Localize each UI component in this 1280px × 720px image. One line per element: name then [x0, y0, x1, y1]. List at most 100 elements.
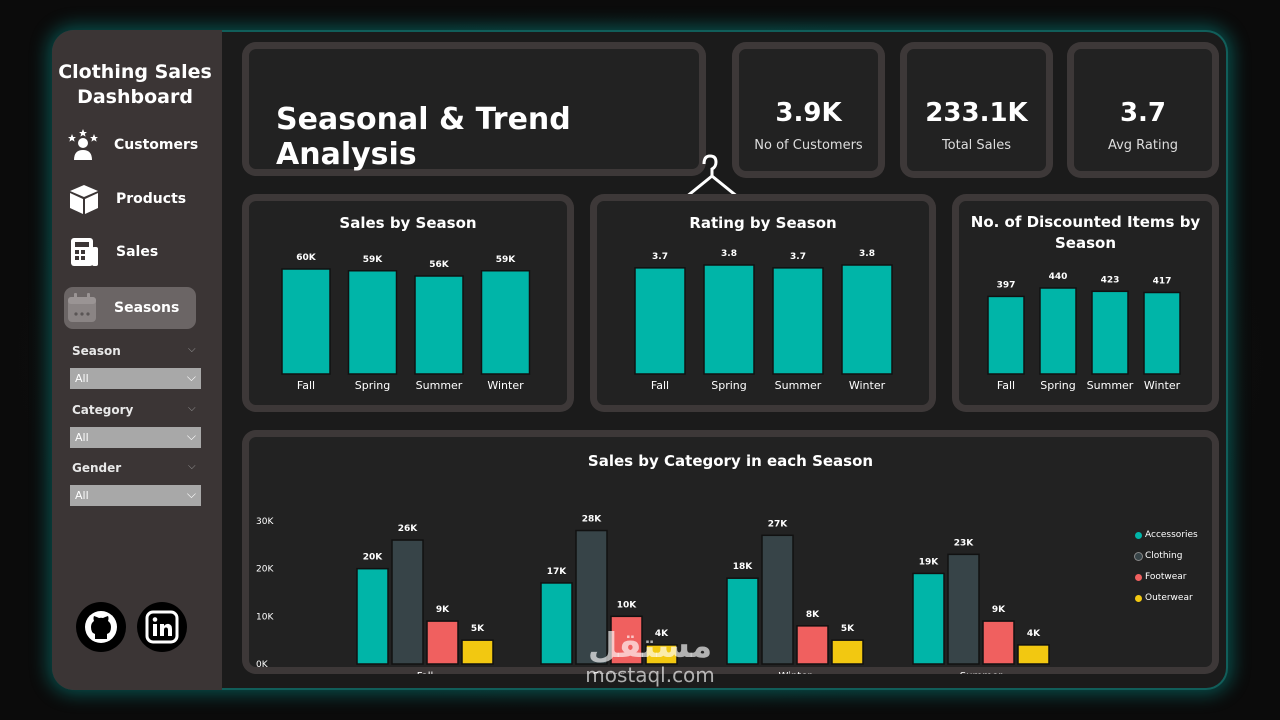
- bar: [947, 553, 980, 665]
- filter-label-season: Season: [72, 344, 121, 358]
- data-label: 3.7: [790, 252, 806, 262]
- chevron-down-icon[interactable]: ⌵: [188, 461, 196, 472]
- season-filter-value: All: [75, 372, 89, 385]
- y-tick-label: 20K: [256, 565, 274, 575]
- tick-label: Fall: [997, 379, 1015, 392]
- bar: [796, 625, 829, 665]
- chart-title: Sales by Category in each Season: [587, 452, 874, 470]
- y-tick-label: 30K: [256, 517, 274, 527]
- nav-label: Products: [116, 191, 187, 207]
- chevron-down-icon: ⌵: [186, 429, 196, 443]
- gender-filter-select[interactable]: All ⌵: [70, 485, 201, 506]
- data-label: 4K: [655, 629, 669, 639]
- legend-item-accessories[interactable]: Accessories: [1135, 530, 1198, 540]
- rating-by-season-chart: 3.7 Fall 3.8 Spring 3.7 Summer 3.8 Winter: [634, 249, 893, 392]
- github-icon: [85, 611, 117, 643]
- nav-label: Sales: [116, 244, 159, 260]
- bar: [347, 270, 398, 375]
- legend-dot: [1135, 531, 1142, 539]
- nav-label: Customers: [114, 137, 199, 153]
- sales-by-category-chart: 0K 10K 20K 30K 20K 26K 9K 5K Fall 17K 28K 10K 4K Spri…: [256, 515, 1050, 674]
- nav-item-seasons[interactable]: Seasons: [64, 287, 196, 329]
- chart-title: Rating by Season: [689, 214, 837, 232]
- rating-by-season-card: Rating by Season 3.7 Fall 3.8 Spring 3.7 Summ…: [590, 194, 936, 412]
- y-tick-label: 0K: [256, 660, 269, 670]
- kpi-card-total-sales: 233.1K Total Sales: [900, 42, 1053, 178]
- bar: [634, 267, 686, 375]
- kpi-label: Total Sales: [941, 138, 1012, 153]
- bar: [391, 539, 424, 665]
- legend-label: Accessories: [1145, 530, 1198, 540]
- bar: [912, 572, 945, 665]
- chevron-down-icon[interactable]: ⌵: [188, 403, 196, 414]
- bar: [703, 264, 755, 375]
- linkedin-link[interactable]: [137, 602, 187, 652]
- legend-dot: [1135, 552, 1142, 560]
- kpi-card-customers: 3.9K No of Customers: [732, 42, 885, 178]
- data-label: 56K: [429, 260, 450, 270]
- data-label: 23K: [954, 538, 975, 548]
- bar: [1143, 291, 1181, 375]
- watermark-arabic: مستقل: [587, 626, 713, 666]
- bar: [426, 620, 459, 665]
- legend-label: Outerwear: [1145, 593, 1193, 603]
- data-label: 397: [997, 280, 1016, 290]
- data-label: 59K: [363, 255, 384, 265]
- linkedin-icon: [145, 610, 179, 644]
- kpi-label: Avg Rating: [1107, 138, 1179, 153]
- page-title: Seasonal & Trend Analysis: [276, 102, 571, 172]
- watermark-latin: mostaql.com: [585, 663, 715, 687]
- data-label: 3.8: [721, 249, 737, 259]
- tick-label: Spring: [711, 379, 747, 392]
- season-filter-select[interactable]: All ⌵: [70, 368, 201, 389]
- tick-label: Winter: [849, 379, 886, 392]
- legend-item-clothing[interactable]: Clothing: [1135, 551, 1182, 561]
- x-tick-label: Fall: [417, 671, 434, 674]
- bar: [540, 582, 573, 665]
- gender-filter-value: All: [75, 489, 89, 502]
- chevron-down-icon[interactable]: ⌵: [188, 344, 196, 355]
- tick-label: Fall: [651, 379, 669, 392]
- category-filter-select[interactable]: All ⌵: [70, 427, 201, 448]
- github-link[interactable]: [76, 602, 126, 652]
- legend-item-footwear[interactable]: Footwear: [1135, 572, 1187, 582]
- tick-label: Summer: [1087, 379, 1134, 392]
- nav-item-products[interactable]: Products: [66, 178, 196, 220]
- bar: [831, 639, 864, 665]
- nav-item-sales[interactable]: Sales: [66, 231, 196, 273]
- bar: [761, 534, 794, 665]
- data-label: 9K: [992, 605, 1006, 615]
- data-label: 19K: [919, 557, 940, 567]
- chart-title: Sales by Season: [339, 214, 477, 232]
- data-label: 10K: [617, 600, 638, 610]
- bar: [772, 267, 824, 375]
- bar: [645, 644, 678, 665]
- legend-item-outerwear[interactable]: Outerwear: [1135, 593, 1193, 603]
- bar: [461, 639, 494, 665]
- chevron-down-icon: ⌵: [186, 370, 196, 384]
- tick-label: Summer: [775, 379, 822, 392]
- data-label: 9K: [436, 605, 450, 615]
- dashboard-frame: Clothing Sales Dashboard Customers: [52, 30, 1228, 690]
- filter-label-gender: Gender: [72, 461, 122, 475]
- data-label: 59K: [496, 255, 517, 265]
- data-label: 17K: [547, 567, 568, 577]
- legend-dot: [1135, 594, 1142, 602]
- bar: [356, 567, 389, 665]
- bar: [982, 620, 1015, 665]
- discounted-items-card: No. of Discounted Items by Season 397 Fal…: [952, 194, 1219, 412]
- x-tick-label: Summer: [960, 671, 1003, 674]
- category-filter-value: All: [75, 431, 89, 444]
- bar: [575, 529, 608, 665]
- calendar-icon: [64, 290, 100, 326]
- data-label: 8K: [806, 610, 820, 620]
- nav-label: Seasons: [114, 300, 180, 316]
- customers-icon: [66, 127, 100, 163]
- tick-label: Fall: [297, 379, 315, 392]
- nav-item-customers[interactable]: Customers: [66, 124, 199, 166]
- brand-line-2: Dashboard: [77, 86, 193, 108]
- box-icon: [66, 181, 102, 217]
- bar: [610, 615, 643, 665]
- bar: [987, 295, 1025, 375]
- data-label: 3.7: [652, 252, 668, 262]
